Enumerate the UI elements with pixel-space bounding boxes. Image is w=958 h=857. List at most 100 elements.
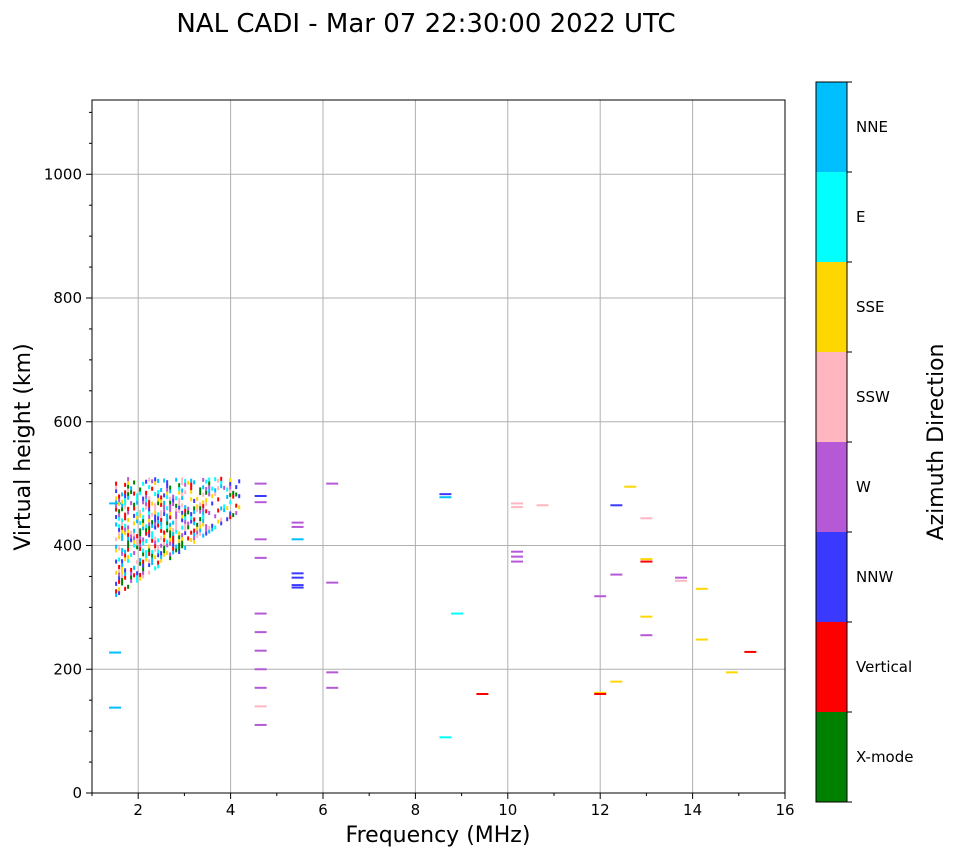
cluster-echo-cell xyxy=(229,492,232,497)
cluster-echo-cell xyxy=(121,574,124,579)
plot-area-frame xyxy=(91,99,786,794)
cluster-echo-cell xyxy=(157,512,160,517)
cluster-echo-cell xyxy=(130,571,133,576)
cluster-echo-cell xyxy=(229,500,232,505)
cluster-echo-cell xyxy=(121,551,124,556)
y-tick-label: 200 xyxy=(53,660,82,678)
cluster-echo-cell xyxy=(121,507,124,512)
cluster-echo-cell xyxy=(184,482,187,487)
cluster-echo-cell xyxy=(178,542,181,547)
cluster-echo-cell xyxy=(163,541,166,546)
cluster-echo-cell xyxy=(229,478,232,483)
cluster-echo-cell xyxy=(124,494,127,499)
cluster-echo-cell xyxy=(148,518,151,523)
cluster-echo-cell xyxy=(196,526,199,531)
cluster-echo-cell xyxy=(166,521,169,526)
cluster-echo-cell xyxy=(214,514,217,519)
cluster-echo-cell xyxy=(127,547,130,552)
cluster-echo-cell xyxy=(175,529,178,534)
cluster-echo-cell xyxy=(124,490,127,495)
cluster-echo-cell xyxy=(220,484,223,489)
cluster-echo-cell xyxy=(205,498,208,503)
cluster-echo-cell xyxy=(166,480,169,485)
cluster-echo-cell xyxy=(115,503,118,508)
x-tick-label: 4 xyxy=(226,801,236,819)
cluster-echo-cell xyxy=(127,543,130,548)
cluster-echo-cell xyxy=(181,510,184,515)
cluster-echo-cell xyxy=(130,575,133,580)
cluster-echo-cell xyxy=(229,515,232,520)
colorbar-swatch-nne xyxy=(816,82,847,172)
cluster-echo-cell xyxy=(142,515,145,520)
cluster-echo-cell xyxy=(178,535,181,540)
cluster-echo-cell xyxy=(205,501,208,506)
cluster-echo-cell xyxy=(214,491,217,496)
cluster-echo-cell xyxy=(133,480,136,485)
cluster-echo-cell xyxy=(157,501,160,506)
cluster-echo-cell xyxy=(115,589,118,594)
colorbar-label-nnw: NNW xyxy=(856,568,893,586)
cluster-echo-cell xyxy=(157,564,160,569)
cluster-echo-cell xyxy=(202,503,205,508)
cluster-echo-cell xyxy=(154,492,157,497)
cluster-echo-cell xyxy=(154,536,157,541)
x-tick-label: 16 xyxy=(775,801,794,819)
cluster-echo-cell xyxy=(121,522,124,527)
cluster-echo-cell xyxy=(133,513,136,518)
cluster-echo-cell xyxy=(139,561,142,566)
cluster-echo-cell xyxy=(139,528,142,533)
cluster-echo-cell xyxy=(217,478,220,483)
cluster-echo-cell xyxy=(118,501,121,506)
colorbar-label-nne: NNE xyxy=(856,118,888,136)
cluster-echo-cell xyxy=(124,553,127,558)
cluster-echo-cell xyxy=(121,529,124,534)
cluster-echo-cell xyxy=(163,493,166,498)
cluster-echo-cell xyxy=(151,538,154,543)
cluster-echo-cell xyxy=(130,486,133,491)
cluster-echo-cell xyxy=(148,548,151,553)
cluster-echo-cell xyxy=(202,477,205,482)
cluster-echo-cell xyxy=(226,506,229,511)
x-tick-label: 12 xyxy=(591,801,610,819)
cluster-echo-cell xyxy=(235,492,238,497)
cluster-echo-cell xyxy=(127,484,130,489)
cluster-echo-cell xyxy=(169,496,172,501)
cluster-echo-cell xyxy=(148,563,151,568)
cluster-echo-cell xyxy=(175,477,178,482)
cluster-echo-cell xyxy=(145,479,148,484)
cluster-echo-cell xyxy=(118,579,121,584)
cluster-echo-cell xyxy=(196,530,199,535)
cluster-echo-cell xyxy=(229,481,232,486)
x-tick-label: 14 xyxy=(683,801,702,819)
cluster-echo-cell xyxy=(154,566,157,571)
cluster-echo-cell xyxy=(169,552,172,557)
cluster-echo-cell xyxy=(118,512,121,517)
cluster-echo-cell xyxy=(148,533,151,538)
cluster-echo-cell xyxy=(127,477,130,482)
cluster-echo-cell xyxy=(175,548,178,553)
cluster-echo-cell xyxy=(121,559,124,564)
cluster-echo-cell xyxy=(139,546,142,551)
cluster-echo-cell xyxy=(160,488,163,493)
cluster-echo-cell xyxy=(163,545,166,550)
cluster-echo-cell xyxy=(220,506,223,511)
cluster-echo-cell xyxy=(226,487,229,492)
cluster-echo-cell xyxy=(133,539,136,544)
cluster-echo-cell xyxy=(127,555,130,560)
x-axis: 2 4 6 8 10 12 14 16 xyxy=(91,793,795,819)
cluster-echo-cell xyxy=(148,544,151,549)
cluster-echo-cell xyxy=(187,521,190,526)
cluster-echo-cell xyxy=(172,546,175,551)
cluster-echo-cell xyxy=(133,528,136,533)
cluster-echo-cell xyxy=(160,536,163,541)
cluster-echo-cell xyxy=(181,488,184,493)
cluster-echo-cell xyxy=(145,531,148,536)
cluster-echo-cell xyxy=(181,481,184,486)
cluster-echo-cell xyxy=(166,506,169,511)
cluster-echo-cell xyxy=(151,553,154,558)
cluster-echo-cell xyxy=(118,494,121,499)
cluster-echo-cell xyxy=(217,519,220,524)
cluster-echo-cell xyxy=(208,529,211,534)
cluster-echo-cell xyxy=(148,522,151,527)
